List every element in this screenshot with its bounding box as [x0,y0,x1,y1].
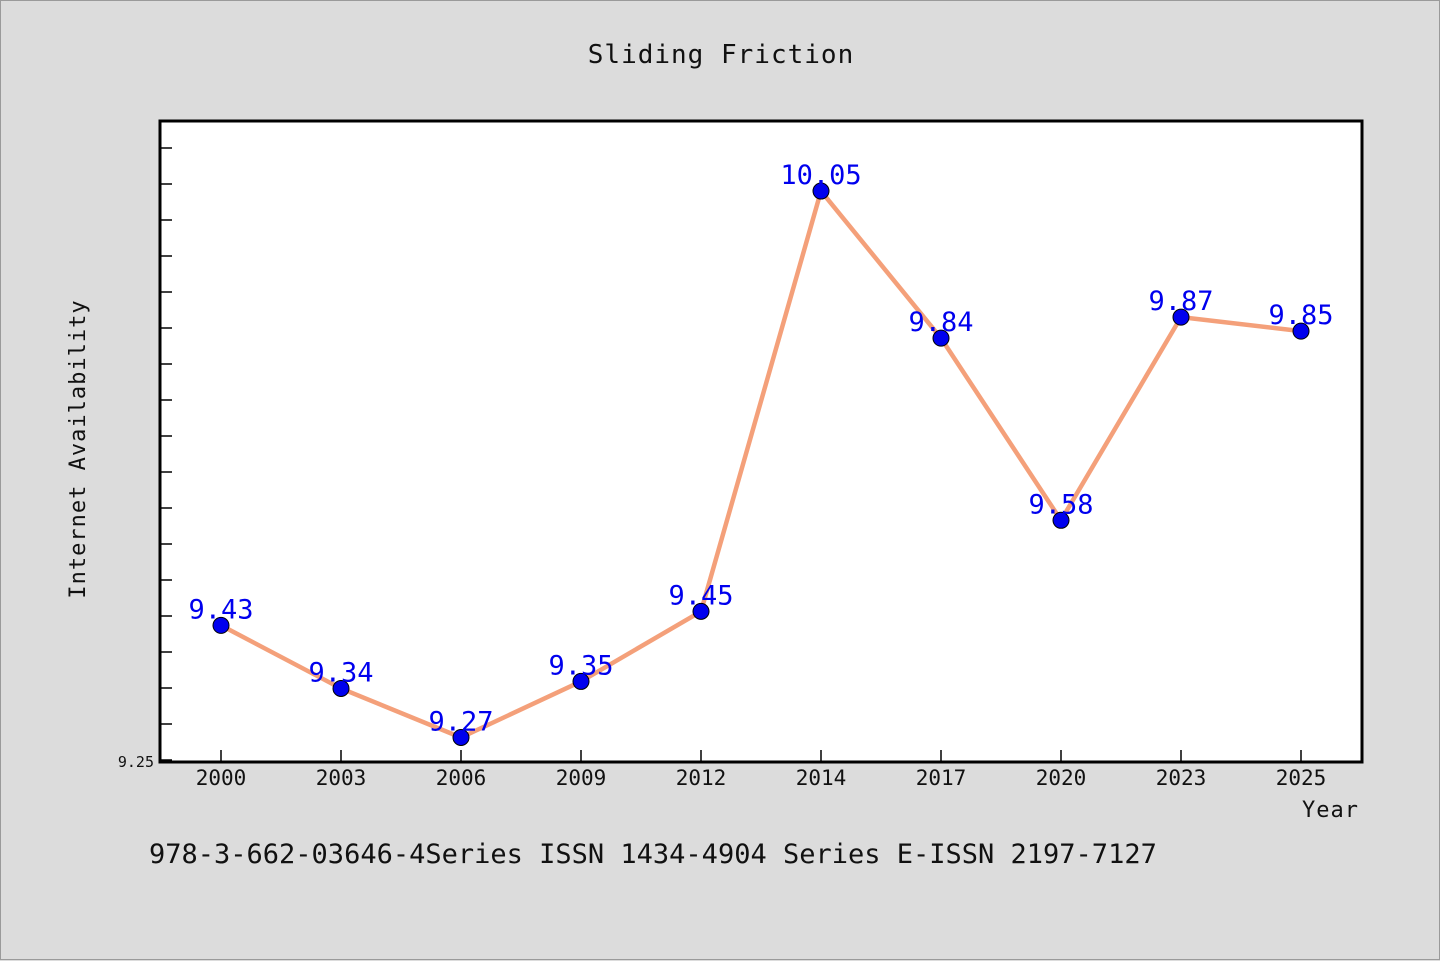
data-label: 9.27 [428,706,493,737]
data-label: 10.05 [780,160,861,191]
x-tick-label: 2023 [1156,766,1207,790]
data-point-marker [572,672,590,690]
x-axis-ticks [220,750,1302,762]
data-label: 9.34 [308,657,373,688]
x-tick-label: 2012 [676,766,727,790]
data-label: 9.43 [188,594,253,625]
data-point-marker [452,728,470,746]
data-point-marker [1172,308,1190,326]
x-tick-label: 2025 [1276,766,1327,790]
data-label: 9.58 [1028,489,1093,520]
data-point-marker [212,616,230,634]
x-tick-label: 2006 [436,766,487,790]
data-label: 9.87 [1148,286,1213,317]
data-point-marker [932,329,950,347]
footer-identifiers: 978-3-662-03646-4Series ISSN 1434-4904 S… [149,839,1157,870]
y-axis-ticks [160,147,172,761]
y-axis-label: Internet Availability [66,299,91,598]
x-tick-labels-group: 2000 2003 2006 2009 2012 2014 2017 2020 2023 2025 [196,766,1327,790]
chart-title: Sliding Friction [588,40,854,70]
data-point-marker [812,182,830,200]
series-line-group [218,188,1304,740]
x-tick-label: 2020 [1036,766,1087,790]
data-point-marker [1052,511,1070,529]
y-tick-label: 9.25 [118,753,154,771]
x-tick-label: 2003 [316,766,367,790]
data-label: 9.35 [548,650,613,681]
series-markers-group [212,182,1310,746]
data-label: 9.85 [1268,300,1333,331]
data-label: 9.45 [668,580,733,611]
data-point-marker [692,602,710,620]
data-point-marker [1292,322,1310,340]
x-tick-label: 2000 [196,766,247,790]
x-tick-label: 2017 [916,766,967,790]
data-point-marker [332,679,350,697]
series-line [218,188,1304,740]
data-label: 9.84 [908,307,973,338]
plot-area [158,119,1364,764]
data-labels-group: 9.43 9.34 9.27 9.35 9.45 10.05 9.84 9.58 9.87 9.8… [188,160,1333,737]
x-tick-label: 2009 [556,766,607,790]
x-tick-label: 2014 [796,766,847,790]
x-axis-label: Year [1302,798,1359,823]
